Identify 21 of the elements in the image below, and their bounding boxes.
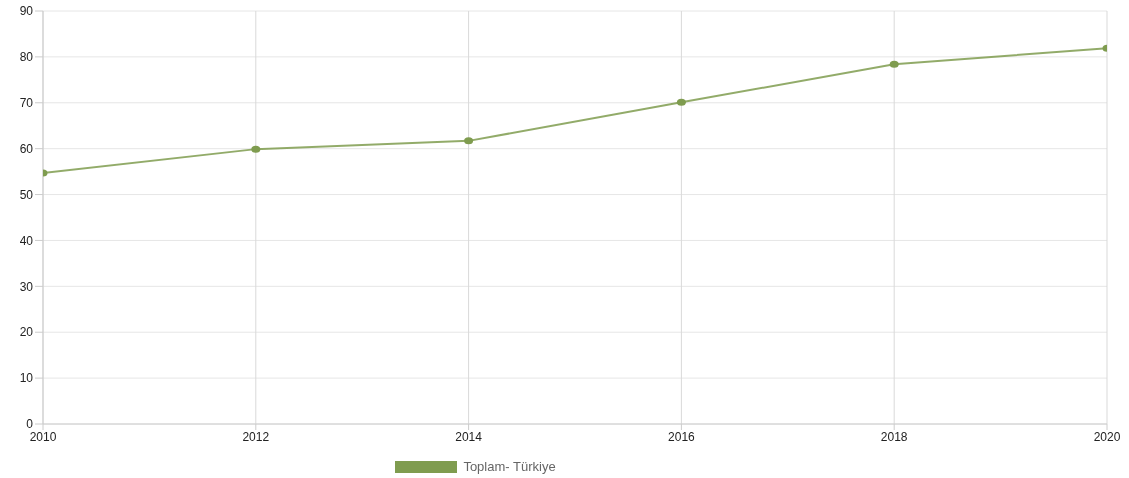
y-tick-label: 70 [19, 96, 34, 111]
y-tick-label: 60 [19, 141, 34, 156]
y-tick-label: 90 [19, 4, 34, 19]
y-tick-label: 10 [19, 371, 34, 386]
x-tick-label: 2018 [880, 429, 908, 444]
point [464, 137, 474, 145]
y-tick-label: 30 [19, 279, 34, 294]
x-tick-label: 2020 [1093, 429, 1121, 444]
point [251, 145, 261, 153]
y-tick-label: 80 [19, 50, 34, 65]
x-tick-label: 2016 [668, 429, 696, 444]
point [676, 98, 686, 106]
point [889, 60, 899, 68]
y-tick-label: 0 [26, 417, 34, 432]
x-tick-label: 2012 [242, 429, 270, 444]
y-tick-label: 40 [19, 233, 34, 248]
legend-label: Toplam- Türkiye [463, 459, 556, 474]
x-tick-label: 2014 [455, 429, 483, 444]
y-tick-label: 20 [19, 325, 34, 340]
x-tick-label: 2010 [29, 429, 57, 444]
y-tick-label: 50 [19, 187, 34, 202]
